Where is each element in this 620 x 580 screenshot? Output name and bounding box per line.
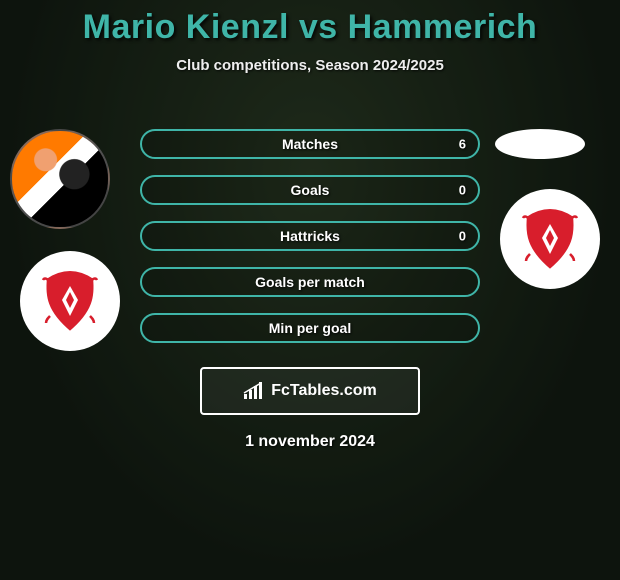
stat-row-goals-per-match: Goals per match [140, 267, 480, 297]
shield-icon [40, 268, 100, 334]
club-badge-left [20, 251, 120, 351]
stat-bars: Matches 6 Goals 0 Hattricks 0 Goals per … [140, 129, 480, 359]
stat-right-value: 0 [459, 229, 466, 244]
stat-label: Matches [282, 136, 338, 152]
snapshot-date: 1 november 2024 [0, 433, 620, 451]
watermark-text: FcTables.com [271, 382, 377, 400]
stat-label: Goals per match [255, 274, 365, 290]
stat-row-goals: Goals 0 [140, 175, 480, 205]
stat-row-matches: Matches 6 [140, 129, 480, 159]
shield-icon [520, 206, 580, 272]
player-left-avatar [10, 129, 110, 229]
stat-right-value: 0 [459, 183, 466, 198]
stat-label: Min per goal [269, 320, 351, 336]
club-badge-right [500, 189, 600, 289]
watermark-badge[interactable]: FcTables.com [200, 367, 420, 415]
stat-label: Goals [291, 182, 330, 198]
stat-label: Hattricks [280, 228, 340, 244]
stat-row-min-per-goal: Min per goal [140, 313, 480, 343]
stat-right-value: 6 [459, 137, 466, 152]
stat-row-hattricks: Hattricks 0 [140, 221, 480, 251]
subtitle: Club competitions, Season 2024/2025 [0, 57, 620, 74]
bar-chart-icon [243, 382, 265, 400]
player-right-avatar [495, 129, 585, 159]
comparison-panel: Matches 6 Goals 0 Hattricks 0 Goals per … [0, 119, 620, 359]
page-title: Mario Kienzl vs Hammerich [0, 8, 620, 47]
